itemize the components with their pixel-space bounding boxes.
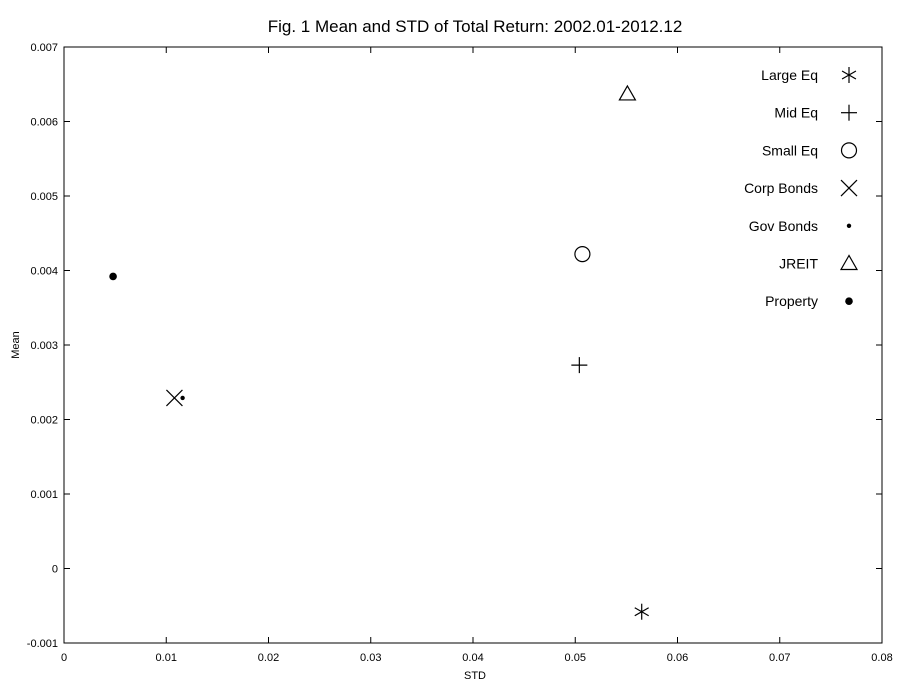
x-tick-label: 0.01 [156,652,177,664]
y-tick-label: 0.005 [30,191,58,203]
legend-marker [840,179,858,197]
legend-label: Gov Bonds [749,218,818,234]
data-points [109,84,649,620]
point-jreit [618,84,637,101]
x-axis: 0 0.01 0.02 0.03 0.04 0.05 0.06 0.07 0.08 [61,47,893,664]
legend-label: Property [765,293,818,309]
y-tick-label: 0.004 [30,266,58,278]
legend-label: JREIT [779,256,818,272]
x-tick-label: 0.07 [769,652,790,664]
point-gov-bonds [180,395,185,401]
y-tick-label: 0.001 [30,489,58,501]
legend: Large Eq Mid Eq Small Eq Corp Bonds Gov Bond… [744,67,859,309]
y-tick-label: 0.002 [30,415,58,427]
x-tick-label: 0 [61,652,67,664]
legend-label: Mid Eq [774,105,818,121]
x-tick-label: 0.05 [565,652,586,664]
legend-marker [841,104,857,121]
x-tick-label: 0.03 [360,652,381,664]
y-axis-label: Mean [10,331,22,359]
legend-label: Small Eq [762,142,818,158]
legend-marker [846,223,852,228]
y-tick-label: 0 [52,564,58,576]
y-tick-label: 0.003 [30,340,58,352]
y-tick-label: 0.007 [30,42,58,54]
legend-marker [841,67,857,83]
legend-label: Corp Bonds [744,180,818,196]
legend-marker [845,297,853,306]
y-axis: -0.001 0 0.001 0.002 0.003 0.004 0.005 0.006 0.0… [27,42,882,650]
legend-marker [840,142,858,159]
legend-label: Large Eq [761,67,818,83]
point-corp-bonds [166,389,183,407]
point-property [109,272,117,281]
legend-marker [839,254,859,271]
point-mid-eq [571,357,588,374]
point-large-eq [634,603,649,620]
point-small-eq [574,246,591,263]
y-tick-label: -0.001 [27,638,58,650]
x-tick-label: 0.08 [871,652,892,664]
chart-title: Fig. 1 Mean and STD of Total Return: 200… [268,17,683,36]
plot-area [63,46,883,644]
x-tick-label: 0.06 [667,652,688,664]
x-tick-label: 0.04 [462,652,483,664]
x-axis-label: STD [464,670,486,679]
x-tick-label: 0.02 [258,652,279,664]
y-tick-label: 0.006 [30,117,58,129]
